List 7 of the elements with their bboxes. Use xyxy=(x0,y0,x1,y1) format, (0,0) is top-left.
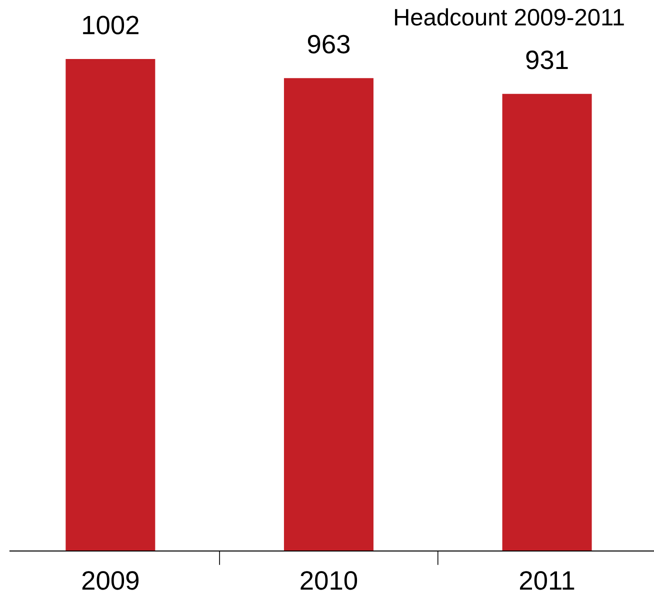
x-tick-label: 2010 xyxy=(300,571,358,590)
data-label: 1002 xyxy=(83,16,138,34)
x-tick-label: 2009 xyxy=(82,571,139,590)
x-tick-label: 2011 xyxy=(520,571,574,590)
data-label: 931 xyxy=(526,50,568,70)
data-label: 963 xyxy=(308,34,350,54)
chart-title: Headcount 2009-2011 xyxy=(395,8,624,26)
